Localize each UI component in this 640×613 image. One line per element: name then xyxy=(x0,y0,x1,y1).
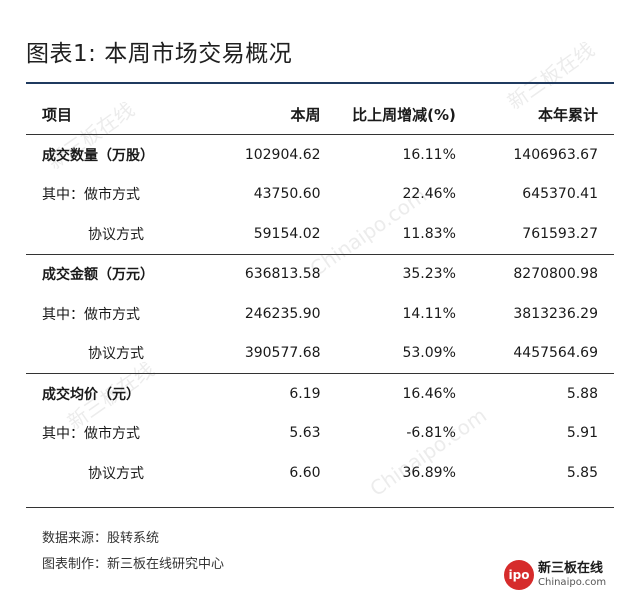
title-divider xyxy=(26,82,614,84)
table-row: 其中：做市方式 246235.90 14.11% 3813236.29 xyxy=(26,294,614,334)
cell-this-week: 246235.90 xyxy=(244,305,321,322)
table-bottom-divider xyxy=(26,507,614,508)
chart-maker-note: 图表制作：新三板在线研究中心 xyxy=(42,557,225,572)
cell-change: 16.46% xyxy=(320,373,456,414)
row-label: 其中：做市方式 xyxy=(42,426,140,443)
cell-ytd: 4457564.69 xyxy=(513,345,598,362)
table-header-row: 项目 本周 比上周增减(%) 本年累计 xyxy=(26,94,614,135)
table-row: 成交金额（万元） 636813.58 35.23% 8270800.98 xyxy=(26,253,614,294)
data-source-note: 数据来源：股转系统 xyxy=(42,531,160,546)
logo-wordmark: 新三板在线 Chinaipo.com xyxy=(538,561,607,588)
row-label: 其中：做市方式 xyxy=(42,306,140,323)
cell-this-week: 390577.68 xyxy=(244,345,321,362)
cell-change: 16.11% xyxy=(320,134,456,175)
cell-this-week: 6.60 xyxy=(289,464,321,481)
cell-ytd: 761593.27 xyxy=(522,225,598,242)
cell-change: 14.11% xyxy=(402,305,456,322)
cell-change: 11.83% xyxy=(402,225,456,242)
row-label: 成交数量（万股） xyxy=(26,134,229,175)
row-label: 协议方式 xyxy=(88,226,144,243)
cell-change: -6.81% xyxy=(406,425,456,442)
table-row: 协议方式 390577.68 53.09% 4457564.69 xyxy=(26,334,614,374)
row-label: 其中：做市方式 xyxy=(42,187,140,204)
row-label: 协议方式 xyxy=(88,346,144,363)
cell-this-week: 102904.62 xyxy=(228,134,321,175)
cell-change: 35.23% xyxy=(320,253,456,294)
cell-ytd: 645370.41 xyxy=(522,186,598,203)
cell-ytd: 3813236.29 xyxy=(513,305,598,322)
cell-this-week: 59154.02 xyxy=(253,225,321,242)
cell-ytd: 8270800.98 xyxy=(455,253,614,294)
header-this-week: 本周 xyxy=(228,94,321,135)
cell-this-week: 6.19 xyxy=(228,373,321,414)
brand-logo: ipo 新三板在线 Chinaipo.com xyxy=(504,560,606,590)
row-label: 成交金额（万元） xyxy=(26,253,229,294)
header-item: 项目 xyxy=(26,94,229,135)
market-summary-table: 项目 本周 比上周增减(%) 本年累计 成交数量（万股） 102904.62 1… xyxy=(26,94,614,493)
row-label: 成交均价（元） xyxy=(26,373,229,414)
table-row: 其中：做市方式 43750.60 22.46% 645370.41 xyxy=(26,175,614,215)
cell-this-week: 5.63 xyxy=(289,425,321,442)
row-label: 协议方式 xyxy=(88,465,144,482)
cell-ytd: 5.88 xyxy=(455,373,614,414)
header-change: 比上周增减(%) xyxy=(320,94,456,135)
cell-change: 22.46% xyxy=(402,186,456,203)
cell-ytd: 5.91 xyxy=(566,425,598,442)
logo-cn-text: 新三板在线 xyxy=(538,561,604,577)
logo-badge-icon: ipo xyxy=(504,560,534,590)
cell-change: 53.09% xyxy=(402,345,456,362)
cell-this-week: 43750.60 xyxy=(253,186,321,203)
header-ytd: 本年累计 xyxy=(455,94,614,135)
table-row: 其中：做市方式 5.63 -6.81% 5.91 xyxy=(26,414,614,454)
table-row: 成交数量（万股） 102904.62 16.11% 1406963.67 xyxy=(26,134,614,175)
table-row: 成交均价（元） 6.19 16.46% 5.88 xyxy=(26,373,614,414)
cell-ytd: 1406963.67 xyxy=(455,134,614,175)
table-row: 协议方式 6.60 36.89% 5.85 xyxy=(26,453,614,493)
cell-this-week: 636813.58 xyxy=(228,253,321,294)
logo-en-text: Chinaipo.com xyxy=(538,576,607,588)
cell-change: 36.89% xyxy=(402,464,456,481)
table-row: 协议方式 59154.02 11.83% 761593.27 xyxy=(26,214,614,254)
cell-ytd: 5.85 xyxy=(566,464,598,481)
page-title: 图表1: 本周市场交易概况 xyxy=(26,41,293,67)
